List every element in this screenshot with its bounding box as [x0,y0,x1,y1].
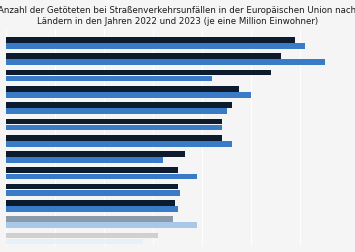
Bar [6,70,271,76]
Bar [6,135,222,141]
Bar [6,151,185,157]
Bar [6,174,197,179]
Bar [6,54,281,60]
Bar [6,38,295,44]
Bar [6,103,231,109]
Bar [6,200,175,206]
Bar [6,223,197,228]
Bar [6,184,178,190]
Title: Anzahl der Getöteten bei Straßenverkehrsunfällen in der Europäischen Union nach
: Anzahl der Getöteten bei Straßenverkehrs… [0,6,355,26]
Bar [6,239,143,244]
Bar [6,206,178,212]
Bar [6,87,239,92]
Bar [6,60,325,66]
Bar [6,190,180,196]
Bar [6,119,222,125]
Bar [6,233,158,238]
Bar [6,76,212,82]
Bar [6,141,231,147]
Bar [6,44,305,50]
Bar [6,109,226,115]
Bar [6,216,173,222]
Bar [6,125,222,131]
Bar [6,168,178,173]
Bar [6,158,163,163]
Bar [6,93,251,98]
